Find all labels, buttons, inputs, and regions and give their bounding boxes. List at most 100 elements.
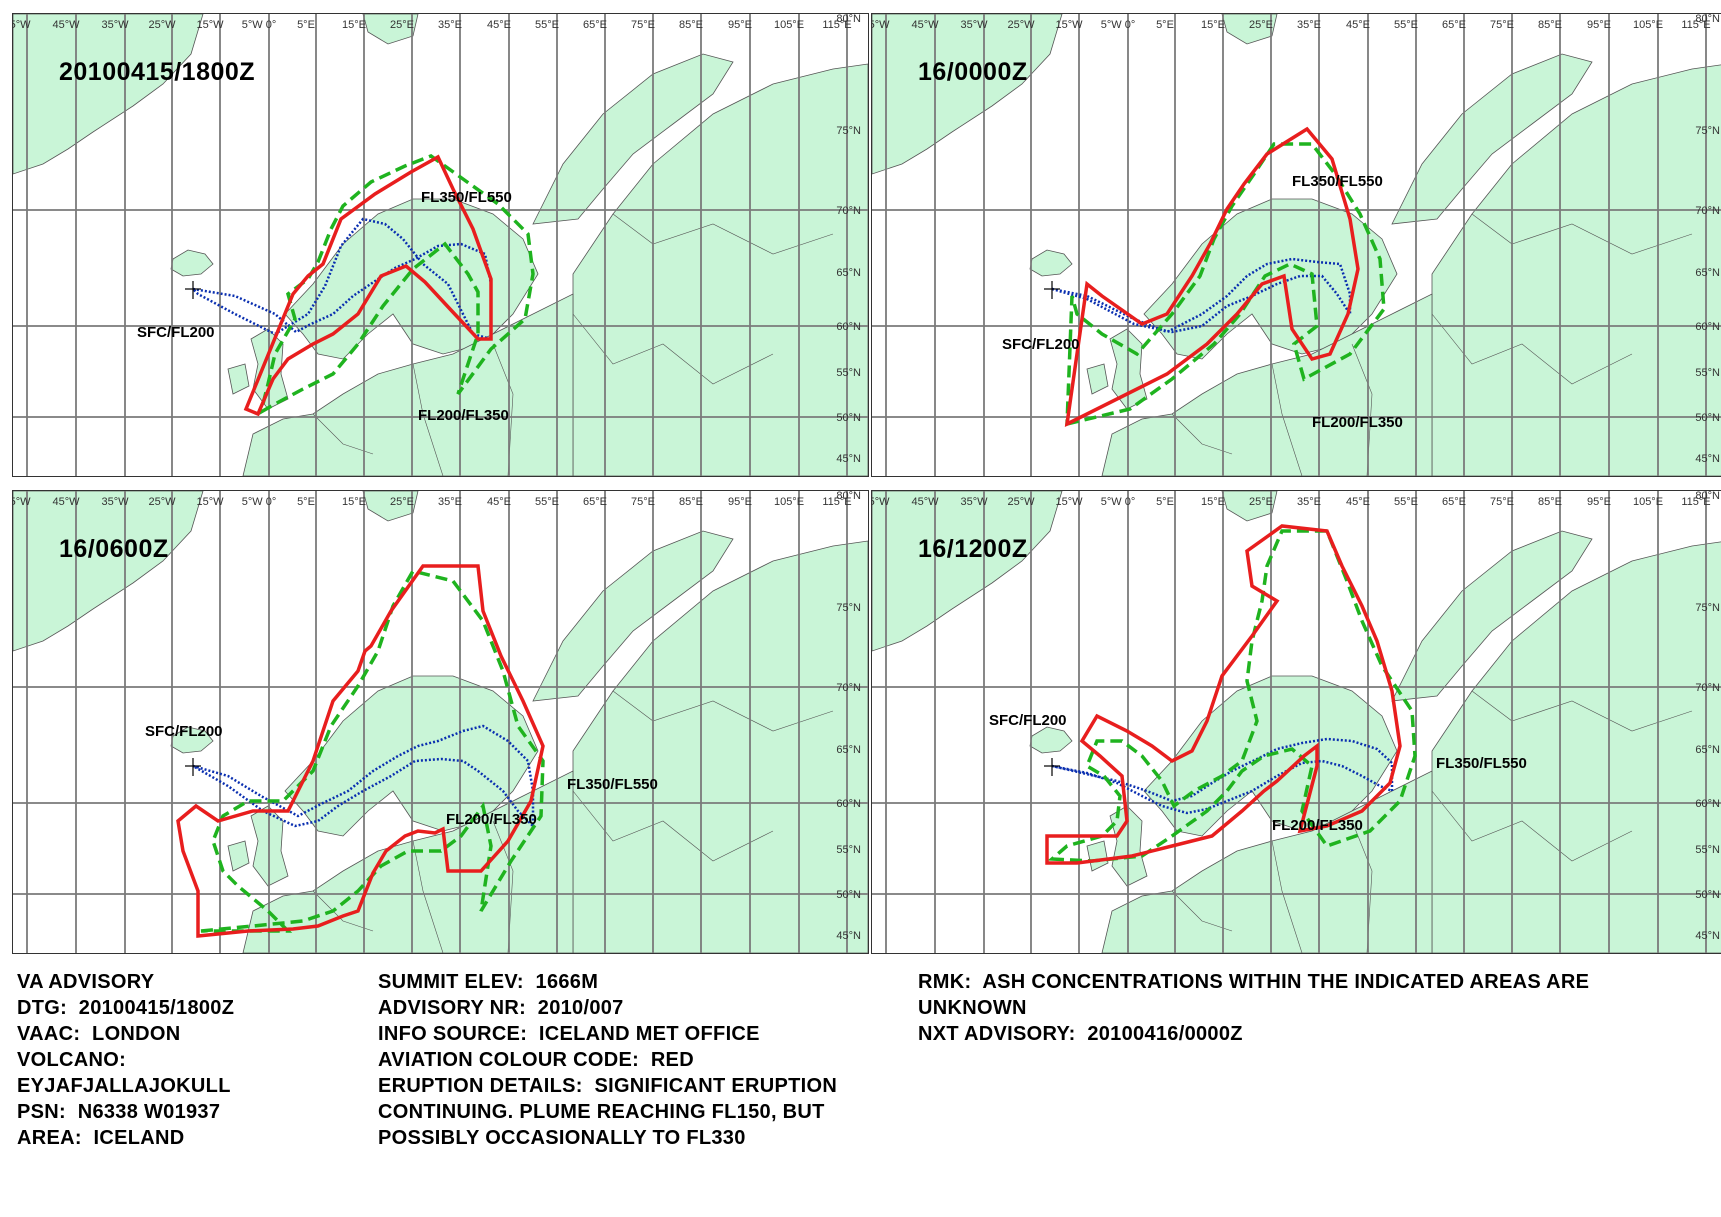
- latitude-tick-label: 75°N: [836, 602, 861, 614]
- sfc-fl200-area: [1051, 737, 1394, 815]
- map-panel-0600z: FL350/FL550 FL200/FL350 SFC/FL200 55°W 45°W 3…: [12, 490, 869, 954]
- latitude-tick-label: 70°N: [1695, 682, 1720, 694]
- land-mass: [1086, 363, 1109, 395]
- longitude-tick-label: 45°E: [1346, 19, 1370, 31]
- latitude-tick-label: 60°N: [836, 798, 861, 810]
- longitude-tick-label: 75°E: [1490, 496, 1514, 508]
- sfc-fl200-label: SFC/FL200: [989, 712, 1067, 729]
- latitude-tick-label: 75°N: [1695, 602, 1720, 614]
- longitude-tick-label: 65°E: [583, 496, 607, 508]
- land-mass: [1391, 530, 1593, 702]
- advisory-column-1: VA ADVISORY DTG: 20100415/1800Z VAAC: LO…: [17, 969, 234, 1151]
- longitude-tick-label: 105°E: [774, 496, 804, 508]
- latitude-tick-label: 65°N: [836, 267, 861, 279]
- map-svg: FL350/FL550 FL200/FL350 SFC/FL200 55°W 45°W 3…: [13, 491, 868, 953]
- volcano-icon: [185, 281, 201, 299]
- border-line: [612, 690, 834, 732]
- land-mass: [872, 14, 1063, 175]
- volcano-icon: [1044, 758, 1060, 776]
- longitude-tick-label: 25°W: [1007, 496, 1035, 508]
- longitude-tick-label: 5°E: [1156, 496, 1174, 508]
- land-mass: [572, 540, 868, 953]
- land-mass: [1221, 491, 1278, 522]
- fl200-fl350-area: [258, 154, 535, 416]
- longitude-tick-label: 35°E: [1297, 496, 1321, 508]
- sfc-fl200-label: SFC/FL200: [145, 723, 223, 740]
- fl200-fl350-area: [200, 568, 545, 933]
- sfc-fl200-area: [192, 724, 535, 830]
- land-mass: [170, 726, 214, 754]
- map-panel-1800z: FL350/FL550 FL200/FL350 SFC/FL200 55°W 45°W 3…: [12, 13, 869, 477]
- longitude-tick-label: 25°E: [1249, 496, 1273, 508]
- longitude-tick-label: 85°E: [1538, 19, 1562, 31]
- longitude-tick-label: 95°E: [1587, 496, 1611, 508]
- land-mass: [227, 840, 250, 872]
- latitude-tick-label: 75°N: [836, 125, 861, 137]
- longitude-tick-label: 55°E: [535, 496, 559, 508]
- land-mass: [1221, 14, 1278, 45]
- longitude-tick-label: 35°W: [101, 19, 129, 31]
- longitude-tick-label: 35°W: [101, 496, 129, 508]
- land-mass: [362, 491, 419, 522]
- latitude-tick-label: 55°N: [836, 844, 861, 856]
- panel-time-label: 16/1200Z: [918, 535, 1028, 563]
- fl350-fl550-label: FL350/FL550: [1436, 755, 1527, 772]
- fl350-fl550-area: [1045, 524, 1402, 865]
- longitude-tick-label: 65°E: [1442, 19, 1466, 31]
- longitude-tick-label: 55°E: [1394, 496, 1418, 508]
- advisory-line: EYJAFJALLAJOKULL: [17, 1075, 231, 1097]
- latitude-tick-label: 50°N: [836, 889, 861, 901]
- fl200-fl350-area: [1065, 142, 1386, 427]
- longitude-tick-label: 45°E: [1346, 496, 1370, 508]
- advisory-line: DTG: 20100415/1800Z: [17, 997, 235, 1019]
- latitude-tick-label: 70°N: [836, 205, 861, 217]
- longitude-tick-label: 75°E: [631, 496, 655, 508]
- latitude-tick-label: 70°N: [836, 682, 861, 694]
- border-line: [1171, 890, 1233, 932]
- land-mass: [1391, 53, 1593, 225]
- fl200-fl350-label: FL200/FL350: [1312, 414, 1403, 431]
- land-mass: [1431, 64, 1721, 476]
- latitude-tick-label: 65°N: [1695, 267, 1720, 279]
- longitude-tick-label: 25°W: [148, 19, 176, 31]
- advisory-line: POSSIBLY OCCASIONALLY TO FL330: [378, 1127, 746, 1149]
- border-line: [312, 890, 374, 932]
- longitude-tick-label: 45°E: [487, 19, 511, 31]
- sfc-fl200-label: SFC/FL200: [1002, 336, 1080, 353]
- advisory-column-2: SUMMIT ELEV: 1666M ADVISORY NR: 2010/007…: [378, 969, 837, 1151]
- land-mass: [13, 491, 204, 652]
- longitude-tick-label: 95°E: [1587, 19, 1611, 31]
- border-line: [1431, 790, 1633, 862]
- fl350-fl550-area: [176, 564, 545, 938]
- border-line: [572, 313, 774, 385]
- advisory-line: ERUPTION DETAILS: SIGNIFICANT ERUPTION: [378, 1075, 838, 1097]
- longitude-tick-label: 75°E: [631, 19, 655, 31]
- longitude-tick-label: 55°W: [13, 19, 31, 31]
- fl350-fl550-label: FL350/FL550: [1292, 173, 1383, 190]
- border-line: [1271, 840, 1303, 953]
- border-line: [612, 213, 834, 255]
- longitude-tick-label: 75°E: [1490, 19, 1514, 31]
- longitude-tick-label: 5°E: [1156, 19, 1174, 31]
- latitude-tick-label: 65°N: [1695, 744, 1720, 756]
- longitude-tick-label: 5°W 0°: [242, 496, 276, 508]
- latitude-tick-label: 80°N: [836, 491, 861, 502]
- longitude-tick-label: 95°E: [728, 496, 752, 508]
- longitude-tick-label: 95°E: [728, 19, 752, 31]
- latitude-tick-label: 50°N: [1695, 889, 1720, 901]
- land-mass: [572, 63, 868, 476]
- latitude-tick-label: 80°N: [1695, 491, 1720, 502]
- land-mass: [170, 249, 214, 277]
- longitude-tick-label: 55°E: [535, 19, 559, 31]
- longitude-tick-label: 85°E: [1538, 496, 1562, 508]
- longitude-tick-label: 15°E: [342, 19, 366, 31]
- latitude-tick-label: 65°N: [836, 744, 861, 756]
- longitude-tick-label: 85°E: [679, 19, 703, 31]
- latitude-tick-label: 50°N: [1695, 412, 1720, 424]
- advisory-line: CONTINUING. PLUME REACHING FL150, BUT: [378, 1101, 825, 1123]
- longitude-tick-label: 35°E: [1297, 19, 1321, 31]
- longitude-tick-label: 35°W: [960, 496, 988, 508]
- advisory-line: RMK: ASH CONCENTRATIONS WITHIN THE INDIC…: [918, 971, 1590, 993]
- fl200-fl350-label: FL200/FL350: [1272, 817, 1363, 834]
- longitude-tick-label: 25°W: [1007, 19, 1035, 31]
